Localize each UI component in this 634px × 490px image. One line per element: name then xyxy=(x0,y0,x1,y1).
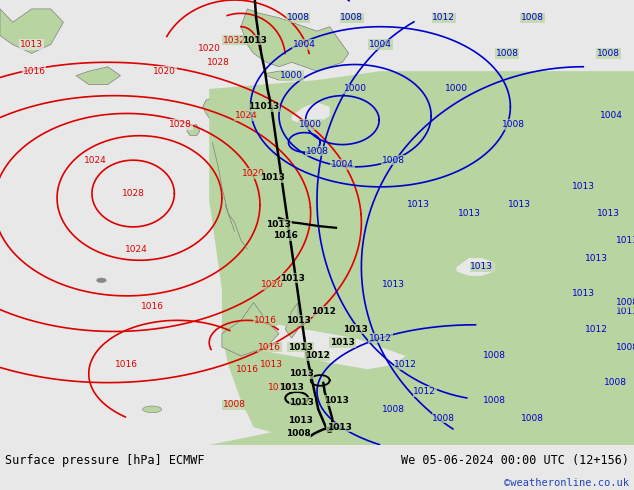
Text: 1013: 1013 xyxy=(458,209,481,218)
Text: 1013: 1013 xyxy=(280,273,306,283)
Text: 1013: 1013 xyxy=(572,182,595,192)
Polygon shape xyxy=(203,96,231,129)
Ellipse shape xyxy=(96,278,106,283)
Polygon shape xyxy=(209,71,634,445)
Text: 1013: 1013 xyxy=(289,398,314,407)
Text: 1013: 1013 xyxy=(285,316,311,325)
Text: 1000: 1000 xyxy=(445,84,468,94)
Text: 1013: 1013 xyxy=(327,422,352,432)
Text: 1008: 1008 xyxy=(223,400,246,409)
Text: 1004: 1004 xyxy=(331,160,354,169)
Text: 1008: 1008 xyxy=(382,156,404,165)
Text: 1012: 1012 xyxy=(432,13,455,23)
Polygon shape xyxy=(266,71,292,80)
Polygon shape xyxy=(187,124,200,136)
Text: 1024: 1024 xyxy=(235,111,257,120)
Text: 1020: 1020 xyxy=(261,280,284,289)
Polygon shape xyxy=(76,67,120,85)
Text: 1016: 1016 xyxy=(141,302,164,312)
Text: 1008: 1008 xyxy=(287,13,309,23)
Text: 1013: 1013 xyxy=(288,369,314,378)
Text: 1013: 1013 xyxy=(323,396,349,405)
Text: 1008: 1008 xyxy=(616,343,634,351)
Text: 1016: 1016 xyxy=(236,365,259,374)
Text: We 05-06-2024 00:00 UTC (12+156): We 05-06-2024 00:00 UTC (12+156) xyxy=(401,454,629,467)
Text: 1020: 1020 xyxy=(198,45,221,53)
Text: 1013: 1013 xyxy=(382,280,404,289)
Text: 1013: 1013 xyxy=(266,220,292,229)
Text: 1016: 1016 xyxy=(258,343,281,351)
Polygon shape xyxy=(241,325,406,369)
Text: 1013: 1013 xyxy=(288,343,313,351)
Text: 1013: 1013 xyxy=(597,209,620,218)
Text: 1008: 1008 xyxy=(340,13,363,23)
Text: Surface pressure [hPa] ECMWF: Surface pressure [hPa] ECMWF xyxy=(5,454,205,467)
Text: 1028: 1028 xyxy=(207,58,230,67)
Text: 1008: 1008 xyxy=(616,298,634,307)
Text: 1008: 1008 xyxy=(483,351,506,361)
Text: 1013: 1013 xyxy=(268,383,290,392)
Text: 1020: 1020 xyxy=(153,67,176,75)
Text: 1024: 1024 xyxy=(125,245,148,254)
Text: 1004: 1004 xyxy=(293,40,316,49)
Text: 1008: 1008 xyxy=(483,396,506,405)
Ellipse shape xyxy=(143,406,162,413)
Text: 1008: 1008 xyxy=(521,13,544,23)
Text: 1008: 1008 xyxy=(521,414,544,423)
Text: 1008: 1008 xyxy=(432,414,455,423)
Text: 1028: 1028 xyxy=(169,120,192,129)
Text: 1008: 1008 xyxy=(285,429,311,438)
Text: 1013: 1013 xyxy=(330,338,355,347)
Polygon shape xyxy=(222,302,279,356)
Text: 1013: 1013 xyxy=(508,200,531,209)
Text: 1013: 1013 xyxy=(260,360,283,369)
Text: 1008: 1008 xyxy=(306,147,328,156)
Text: 1000: 1000 xyxy=(280,71,303,80)
Text: 1016: 1016 xyxy=(254,316,276,325)
Text: 1013: 1013 xyxy=(260,173,285,182)
Text: 1013: 1013 xyxy=(572,289,595,298)
Text: 1013: 1013 xyxy=(279,383,304,392)
Text: 1012: 1012 xyxy=(394,360,417,369)
Text: 1008: 1008 xyxy=(382,405,404,414)
Text: 1004: 1004 xyxy=(600,111,623,120)
Text: 1008: 1008 xyxy=(604,378,626,387)
Text: 1028: 1028 xyxy=(122,189,145,198)
Polygon shape xyxy=(0,9,63,53)
Text: 1012: 1012 xyxy=(585,325,607,334)
Text: 1013: 1013 xyxy=(470,263,493,271)
Text: 1012: 1012 xyxy=(311,307,336,316)
Text: 1032: 1032 xyxy=(223,36,246,45)
Text: 11013: 11013 xyxy=(248,102,280,111)
Text: 1016: 1016 xyxy=(23,67,46,75)
Polygon shape xyxy=(241,9,349,71)
Text: 1004: 1004 xyxy=(369,40,392,49)
Text: 1020: 1020 xyxy=(242,169,265,178)
Text: 1013: 1013 xyxy=(616,307,634,316)
Text: 1013: 1013 xyxy=(616,236,634,245)
Text: 1012: 1012 xyxy=(369,334,392,343)
Text: 1012: 1012 xyxy=(304,351,330,361)
Text: 1013: 1013 xyxy=(288,416,313,425)
Text: 1000: 1000 xyxy=(299,120,322,129)
Polygon shape xyxy=(456,258,495,276)
Text: 1016: 1016 xyxy=(115,360,138,369)
Text: 1012: 1012 xyxy=(413,387,436,396)
Text: 1013: 1013 xyxy=(242,36,268,45)
Text: 1013: 1013 xyxy=(342,325,368,334)
Text: 1013: 1013 xyxy=(20,40,43,49)
Text: 1000: 1000 xyxy=(344,84,366,94)
Text: ©weatheronline.co.uk: ©weatheronline.co.uk xyxy=(504,478,629,488)
Polygon shape xyxy=(209,423,634,445)
Text: 1013: 1013 xyxy=(407,200,430,209)
Text: 1016: 1016 xyxy=(273,231,298,240)
Text: 1024: 1024 xyxy=(84,156,107,165)
Text: 1008: 1008 xyxy=(597,49,620,58)
Polygon shape xyxy=(292,102,330,124)
Polygon shape xyxy=(285,302,298,338)
Text: 1008: 1008 xyxy=(496,49,519,58)
Text: 1008: 1008 xyxy=(502,120,525,129)
Text: 1013: 1013 xyxy=(585,253,607,263)
